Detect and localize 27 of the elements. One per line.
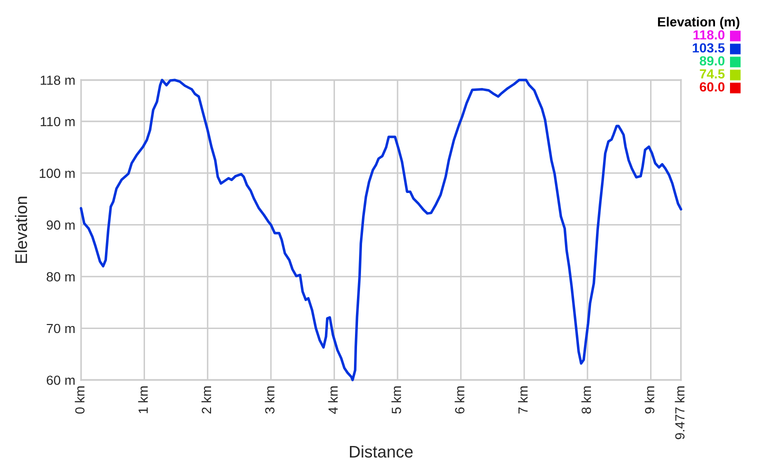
x-tick-label: 9 km <box>644 386 654 414</box>
x-axis-title: Distance <box>350 445 413 458</box>
color-bar-label: 89.0 <box>700 56 724 66</box>
line-series <box>80 78 682 382</box>
color-bar-label: 103.5 <box>692 43 725 53</box>
y-axis-title: Elevation <box>14 196 28 263</box>
y-tick-label: 118 m <box>40 76 75 85</box>
x-tick-label: 2 km <box>201 386 212 414</box>
x-tick-label: 6 km <box>454 386 464 414</box>
x-tick-label: 4 km <box>328 386 338 414</box>
y-tick-label: 70 m <box>46 324 75 334</box>
x-tick-label: 5 km <box>391 386 402 414</box>
color-bar-label: 118.0 <box>694 30 724 40</box>
x-tick-label: 7 km <box>518 386 528 414</box>
x-tick-label: 8 km <box>581 386 592 414</box>
y-tick-label: 80 m <box>46 272 75 282</box>
y-tick-label: 100 m <box>40 168 75 178</box>
y-tick-label: 110 m <box>40 116 75 126</box>
y-tick-label: 60 m <box>46 376 75 385</box>
y-tick-label: 90 m <box>46 220 75 230</box>
color-bar-label: 74.5 <box>700 69 725 79</box>
x-tick-label: 1 km <box>138 386 148 414</box>
x-tick-label: 3 km <box>264 386 274 414</box>
x-tick-label: 0 km <box>74 386 85 414</box>
color-bar-label: 60.0 <box>700 82 724 92</box>
x-tick-label: 9.477 km <box>674 386 685 440</box>
color-bar-title: Elevation (m) <box>658 16 740 30</box>
